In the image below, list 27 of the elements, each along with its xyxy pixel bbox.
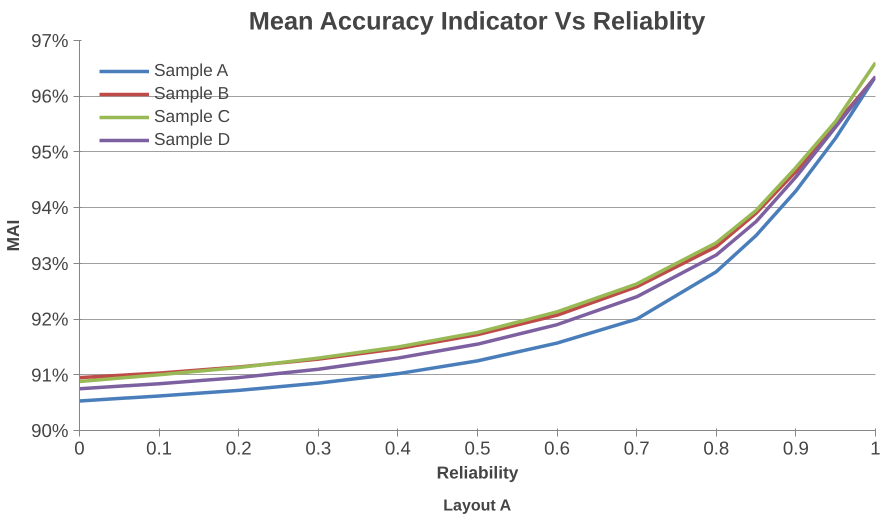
x-tick-label: 0.4	[384, 438, 411, 458]
x-tick-label: 0.6	[544, 438, 570, 458]
x-tick-label: 0.8	[703, 438, 730, 458]
chart-title: Mean Accuracy Indicator Vs Reliablity	[248, 8, 706, 36]
y-tick-label: 90%	[31, 420, 69, 441]
x-tick-label: 0.3	[305, 438, 332, 458]
y-tick-label: 96%	[31, 86, 69, 107]
x-tick-label: 1	[870, 438, 881, 458]
x-tick-label: 0	[74, 438, 85, 458]
y-tick-label: 95%	[31, 141, 69, 162]
y-tick-label: 93%	[31, 252, 69, 274]
legend-label: Sample D	[154, 129, 230, 150]
x-axis-title: Reliability	[436, 462, 519, 482]
x-tick-label: 0.5	[464, 438, 490, 458]
y-tick-label: 92%	[31, 308, 69, 330]
y-axis-title: MAI	[3, 220, 24, 252]
y-tick-label: 91%	[31, 364, 69, 386]
text: Layout A	[443, 498, 512, 514]
x-tick-label: 0.7	[624, 438, 650, 458]
x-tick-label: 0.2	[226, 438, 252, 458]
y-tick-label: 94%	[31, 197, 69, 218]
x-tick-label: 0.1	[146, 438, 172, 458]
legend-label: Sample A	[154, 60, 228, 81]
legend-label: Sample B	[154, 83, 230, 104]
x-tick-label: 0.9	[782, 438, 809, 458]
y-tick-label: 97%	[31, 30, 69, 51]
legend-label: Sample C	[154, 106, 230, 127]
